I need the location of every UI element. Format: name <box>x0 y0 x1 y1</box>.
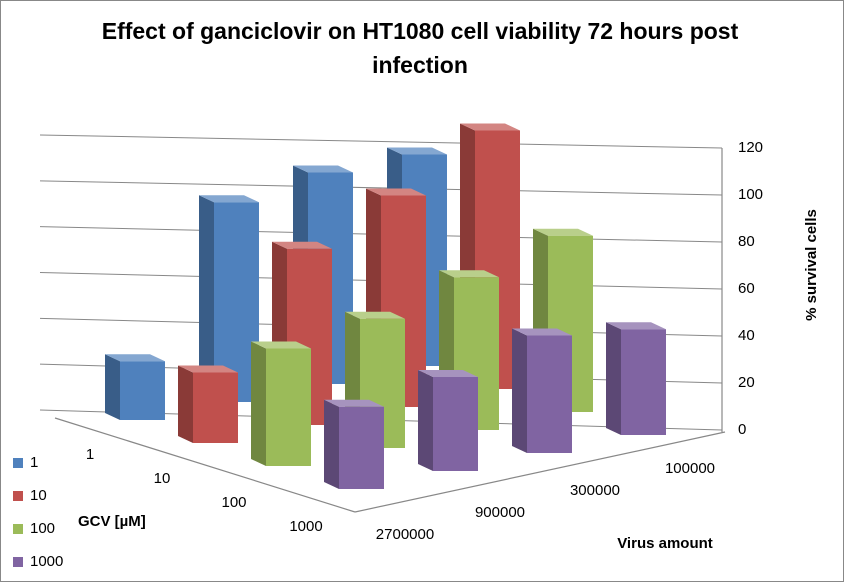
y-tick-label: 40 <box>738 327 755 344</box>
bar-front <box>527 335 572 453</box>
y-axis-title: % survival cells <box>803 209 820 321</box>
bar-top <box>606 322 666 330</box>
y-tick-label: 60 <box>738 280 755 297</box>
bar <box>512 328 572 453</box>
bar <box>105 354 165 420</box>
legend-label: 10 <box>30 487 47 504</box>
legend-swatch <box>13 524 23 534</box>
legend-swatch <box>13 491 23 501</box>
bar-top <box>387 147 447 155</box>
depth-tick-label: 1000 <box>289 518 322 535</box>
bar-top <box>366 188 426 196</box>
bar <box>324 399 384 489</box>
bar-side <box>512 328 527 453</box>
legend-swatch <box>13 557 23 567</box>
depth-axis-title: GCV [µM] <box>78 513 146 530</box>
grid-line <box>39 134 723 149</box>
bar-top <box>199 195 259 203</box>
depth-axis <box>54 417 356 513</box>
bar-front <box>339 406 384 489</box>
y-tick-label: 120 <box>738 139 763 156</box>
bar-top <box>418 370 478 377</box>
grid-line <box>39 180 723 196</box>
depth-tick-label: 10 <box>154 470 171 487</box>
legend-label: 1 <box>30 454 38 471</box>
bar <box>606 322 666 435</box>
y-tick-label: 100 <box>738 186 763 203</box>
legend-label: 100 <box>30 520 55 537</box>
x-tick-label: 900000 <box>475 504 525 521</box>
depth-tick-label: 100 <box>221 494 246 511</box>
bar-top <box>105 354 165 362</box>
legend-swatch <box>13 458 23 468</box>
bar-side <box>178 365 193 443</box>
bar-top <box>439 270 499 278</box>
bar-side <box>251 341 266 466</box>
legend-label: 1000 <box>30 553 63 570</box>
x-tick-label: 300000 <box>570 482 620 499</box>
bar-top <box>251 341 311 349</box>
x-axis <box>354 431 726 513</box>
chart-title: Effect of ganciclovir on HT1080 cell via… <box>101 18 739 78</box>
bar-top <box>272 241 332 249</box>
x-tick-label: 100000 <box>665 460 715 477</box>
bar-top <box>512 328 572 336</box>
bar-top <box>178 365 238 373</box>
x-tick-label: 2700000 <box>376 526 434 543</box>
y-tick-label: 0 <box>738 421 746 438</box>
bar-front <box>120 361 165 420</box>
bar-side <box>199 195 214 402</box>
bar-front <box>266 348 311 466</box>
bar-top <box>345 311 405 319</box>
bar-front <box>433 377 478 471</box>
depth-tick-label: 1 <box>86 446 94 463</box>
bar <box>178 365 238 443</box>
bar <box>251 341 311 466</box>
bar-side <box>324 399 339 489</box>
bar-top <box>324 399 384 407</box>
bar-side <box>418 370 433 471</box>
bar-side <box>105 354 120 420</box>
bar-side <box>606 322 621 435</box>
bar-top <box>293 165 353 173</box>
bar-front <box>193 372 238 443</box>
bar-front <box>621 329 666 435</box>
bar <box>418 370 478 471</box>
y-tick-label: 80 <box>738 233 755 250</box>
x-axis-title: Virus amount <box>617 535 713 552</box>
y-tick-label: 20 <box>738 374 755 391</box>
bar-top <box>533 228 593 236</box>
bar-top <box>460 123 520 131</box>
